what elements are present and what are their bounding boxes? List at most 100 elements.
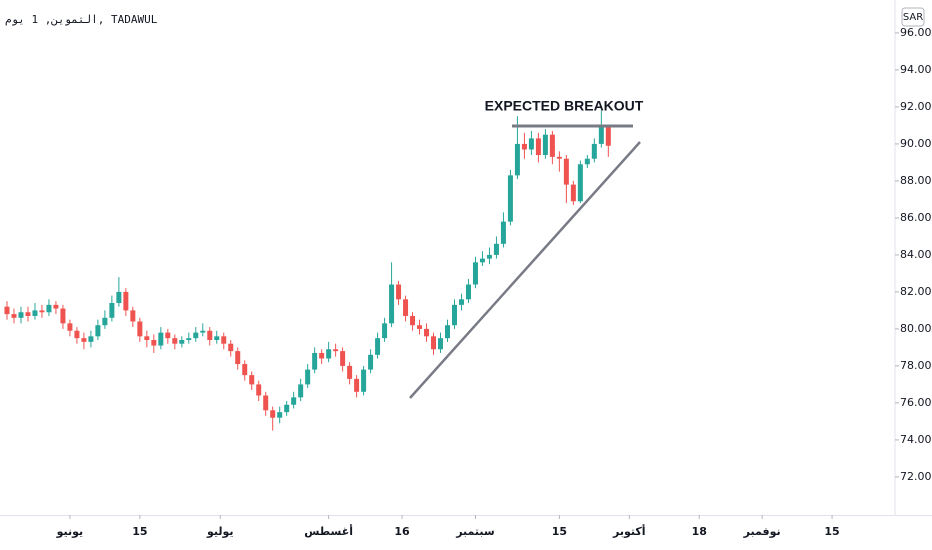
candle-body bbox=[556, 156, 562, 159]
candle-body bbox=[451, 304, 457, 326]
candle-body bbox=[333, 349, 339, 352]
x-tick-label: نوفمبر bbox=[743, 525, 781, 538]
candle-body bbox=[445, 325, 450, 339]
candle-body bbox=[535, 138, 541, 156]
candle-body bbox=[235, 351, 241, 365]
candle-body bbox=[32, 310, 38, 316]
y-tick-label: 86.00 bbox=[900, 211, 932, 224]
candle-body bbox=[410, 315, 416, 326]
candle-body bbox=[396, 284, 402, 300]
candle-body bbox=[109, 303, 115, 318]
candle-body bbox=[25, 312, 31, 316]
x-tick-label: سبتمبر bbox=[455, 525, 495, 538]
candle-body bbox=[493, 243, 499, 255]
candle-body bbox=[186, 338, 192, 341]
candle-body bbox=[500, 221, 506, 244]
currency-box bbox=[901, 7, 925, 27]
candle-body bbox=[514, 143, 520, 176]
candle-body bbox=[172, 338, 178, 344]
candle-body bbox=[528, 138, 534, 150]
candle-body bbox=[431, 336, 437, 350]
y-tick-label: 78.00 bbox=[900, 359, 932, 372]
y-tick-label: 76.00 bbox=[900, 396, 932, 409]
candle-body bbox=[577, 164, 583, 202]
candle-body bbox=[465, 284, 471, 300]
y-tick-label: 82.00 bbox=[900, 285, 932, 298]
y-tick-label: 72.00 bbox=[900, 470, 932, 483]
candle-body bbox=[486, 254, 492, 259]
x-tick-label: 18 bbox=[692, 525, 707, 538]
candle-body bbox=[81, 338, 87, 342]
candle-body bbox=[479, 258, 485, 263]
candle-body bbox=[88, 336, 94, 342]
x-tick-label: 16 bbox=[394, 525, 410, 538]
y-tick-label: 92.00 bbox=[900, 100, 932, 113]
annotation: EXPECTED BREAKOUT bbox=[485, 98, 644, 114]
x-tick-label: 15 bbox=[132, 525, 147, 538]
candle-body bbox=[228, 343, 234, 352]
candle-body bbox=[102, 317, 108, 326]
y-tick-label: 88.00 bbox=[900, 174, 932, 187]
candle-body bbox=[137, 321, 143, 337]
candle-body bbox=[403, 299, 409, 316]
candle-body bbox=[179, 340, 185, 344]
candle-body bbox=[249, 375, 255, 385]
candle-body bbox=[263, 395, 269, 411]
candle-body bbox=[591, 143, 597, 159]
candle-body bbox=[277, 412, 283, 418]
y-tick-label: 90.00 bbox=[900, 137, 932, 150]
candle-body bbox=[123, 291, 129, 311]
candle-body bbox=[270, 410, 276, 418]
candle-body bbox=[4, 306, 10, 315]
candle-body bbox=[458, 299, 464, 305]
candle-body bbox=[74, 330, 80, 339]
candle-body bbox=[158, 332, 164, 346]
x-tick-label: أكتوبر bbox=[612, 524, 646, 538]
candle-body bbox=[207, 330, 213, 341]
candle-body bbox=[214, 336, 220, 341]
candle-body bbox=[46, 304, 52, 313]
candle-body bbox=[53, 304, 59, 309]
trendline bbox=[409, 141, 641, 399]
candle-body bbox=[298, 384, 304, 398]
candle-body bbox=[424, 328, 430, 337]
x-tick-label: 15 bbox=[824, 525, 839, 538]
currency-label: SAR bbox=[903, 12, 923, 23]
y-tick-label: 74.00 bbox=[900, 433, 932, 446]
candle-body bbox=[389, 284, 395, 324]
candle-body bbox=[347, 365, 353, 379]
candle-body bbox=[11, 314, 17, 318]
candle-body bbox=[542, 134, 548, 156]
candle-body bbox=[18, 312, 24, 318]
candle-body bbox=[438, 338, 444, 350]
x-tick-label: يوليو bbox=[206, 525, 234, 538]
candle-body bbox=[144, 336, 150, 341]
candle-body bbox=[368, 354, 374, 370]
x-tick-label: يونيو bbox=[56, 525, 84, 538]
candle-body bbox=[95, 325, 101, 337]
y-tick-label: 84.00 bbox=[900, 248, 932, 261]
candle-body bbox=[382, 323, 388, 339]
candle-body bbox=[563, 158, 569, 185]
candle-body bbox=[354, 378, 360, 392]
candle-body bbox=[242, 364, 248, 376]
y-tick-label: 94.00 bbox=[900, 63, 932, 76]
candle-body bbox=[584, 158, 590, 165]
candle-body bbox=[221, 336, 227, 344]
candle-body bbox=[598, 127, 604, 144]
candle-body bbox=[507, 175, 513, 222]
candle-body bbox=[375, 338, 381, 355]
candle-body bbox=[291, 397, 297, 405]
candle-body bbox=[472, 262, 478, 285]
candle-body bbox=[151, 340, 157, 346]
candle-body bbox=[165, 332, 171, 339]
candle-body bbox=[39, 310, 45, 313]
candles bbox=[4, 110, 611, 431]
candle-body bbox=[200, 330, 206, 333]
candle-body bbox=[605, 127, 611, 146]
y-tick-label: 80.00 bbox=[900, 322, 932, 335]
candle-body bbox=[305, 369, 311, 385]
candle-body bbox=[67, 323, 73, 331]
